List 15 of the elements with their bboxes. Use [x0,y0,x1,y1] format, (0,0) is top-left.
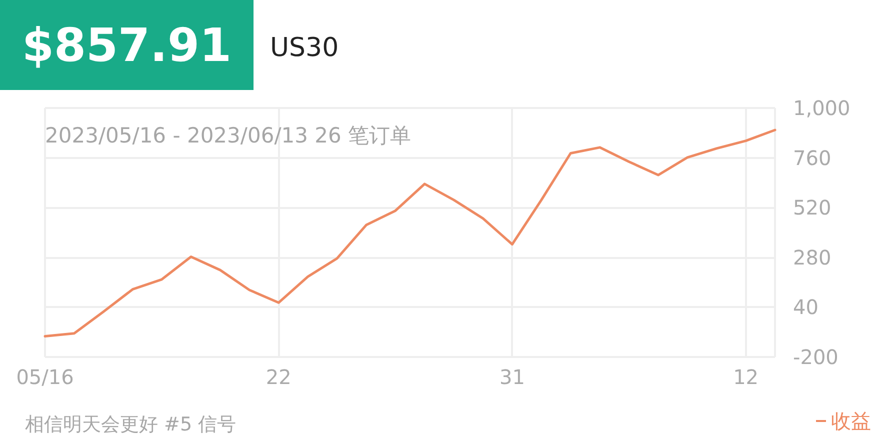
legend-label: 收益 [831,409,871,433]
y-tick-label: 760 [793,146,832,170]
annotation: 2023/05/16 - 2023/06/13 26 笔订单 [45,124,412,148]
x-tick-label: 05/16 [16,365,74,389]
text: 相信明天会更好 #5 信号 [25,414,236,436]
y-tick-label: 1,000 [793,96,850,120]
x-tick-label: 31 [499,365,525,389]
chart-title: $857.91 [22,18,232,72]
y-tick-label: 520 [793,196,832,220]
x-tick-label: 22 [266,365,292,389]
x-tick-label: 12 [733,365,759,389]
y-tick-label: 40 [793,295,818,320]
y-tick-label: -200 [793,345,838,369]
y-tick-label: 280 [793,245,832,270]
chart-subtitle: US30 [270,33,339,63]
